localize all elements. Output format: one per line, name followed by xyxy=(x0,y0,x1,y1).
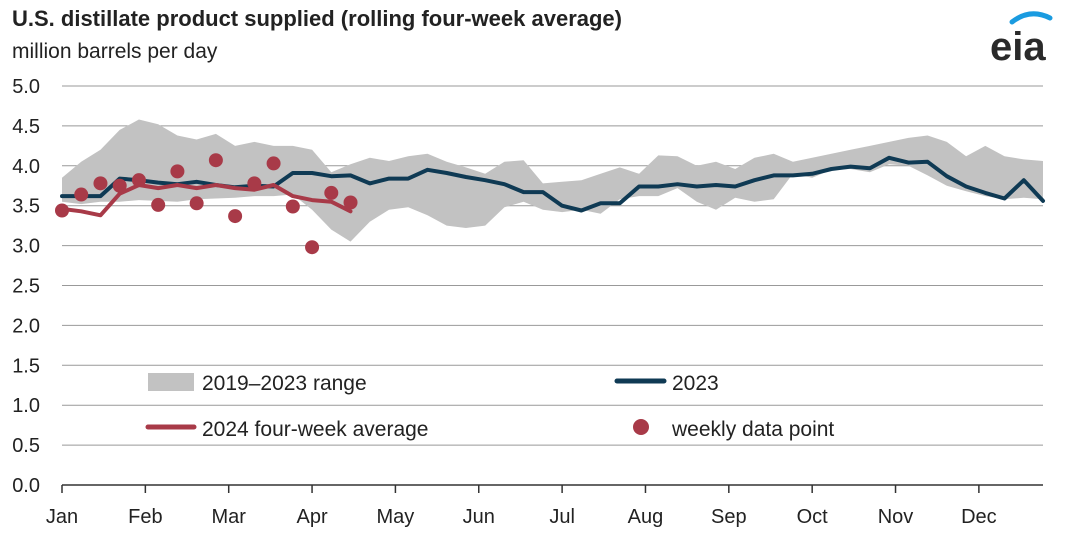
plot-layer xyxy=(55,119,1045,255)
y-tick-label: 0.0 xyxy=(12,475,40,497)
x-axis-ticks: Jan Feb Mar Apr May Jun Jul Aug Sep Oct Nov Dec xyxy=(46,485,997,528)
chart-title: U.S. distillate product supplied (rollin… xyxy=(12,6,622,31)
x-tick-label: Nov xyxy=(878,506,914,528)
legend-label-2023: 2023 xyxy=(672,372,719,395)
x-tick-label: Apr xyxy=(296,506,327,528)
weekly-data-point xyxy=(55,203,69,218)
y-tick-label: 3.0 xyxy=(12,236,40,258)
x-tick-label: Aug xyxy=(628,506,664,528)
legend: 2019–2023 range 2023 2024 four-week averag… xyxy=(145,372,834,441)
y-tick-label: 3.5 xyxy=(12,196,40,218)
x-tick-label: Jul xyxy=(549,506,575,528)
weekly-data-point xyxy=(343,195,358,210)
y-tick-label: 2.0 xyxy=(12,315,40,337)
weekly-data-point xyxy=(189,196,204,211)
weekly-data-point xyxy=(151,197,166,212)
y-tick-label: 1.0 xyxy=(12,395,40,417)
weekly-data-point xyxy=(228,209,243,224)
x-tick-label: Oct xyxy=(797,506,829,528)
x-tick-label: May xyxy=(377,506,415,528)
x-tick-label: Sep xyxy=(711,506,747,528)
y-tick-label: 4.5 xyxy=(12,116,40,138)
weekly-data-point xyxy=(285,199,300,214)
eia-logo: eia xyxy=(990,11,1053,68)
weekly-data-point xyxy=(324,185,339,200)
y-tick-label: 4.0 xyxy=(12,156,40,178)
legend-label-range: 2019–2023 range xyxy=(202,372,367,395)
y-axis-ticks: 0.0 0.5 1.0 1.5 2.0 2.5 3.0 3.5 4.0 4.5 5.0 xyxy=(12,76,40,497)
weekly-data-point xyxy=(74,187,89,202)
chart-subtitle: million barrels per day xyxy=(12,40,218,63)
x-tick-label: Mar xyxy=(211,506,246,528)
weekly-data-point xyxy=(170,164,185,179)
weekly-data-point xyxy=(93,176,108,191)
weekly-data-point xyxy=(247,176,262,191)
weekly-data-point xyxy=(266,156,281,171)
x-tick-label: Jun xyxy=(463,506,495,528)
weekly-data-point xyxy=(112,178,127,193)
y-tick-label: 2.5 xyxy=(12,276,40,298)
y-tick-label: 0.5 xyxy=(12,435,40,457)
weekly-data-point xyxy=(305,240,320,255)
range-band-2019-2023 xyxy=(62,119,1043,242)
legend-label-points: weekly data point xyxy=(671,418,834,441)
x-tick-label: Feb xyxy=(128,506,162,528)
y-tick-label: 5.0 xyxy=(12,76,40,98)
series-line-2024 xyxy=(60,183,353,218)
y-tick-label: 1.5 xyxy=(12,355,40,377)
x-tick-label: Jan xyxy=(46,506,78,528)
x-tick-label: Dec xyxy=(961,506,997,528)
legend-swatch-range xyxy=(148,373,194,391)
svg-text:eia: eia xyxy=(990,25,1046,68)
weekly-data-point xyxy=(131,173,146,188)
legend-label-2024: 2024 four-week average xyxy=(202,418,428,441)
legend-swatch-points xyxy=(633,419,649,435)
weekly-data-point xyxy=(208,153,223,168)
